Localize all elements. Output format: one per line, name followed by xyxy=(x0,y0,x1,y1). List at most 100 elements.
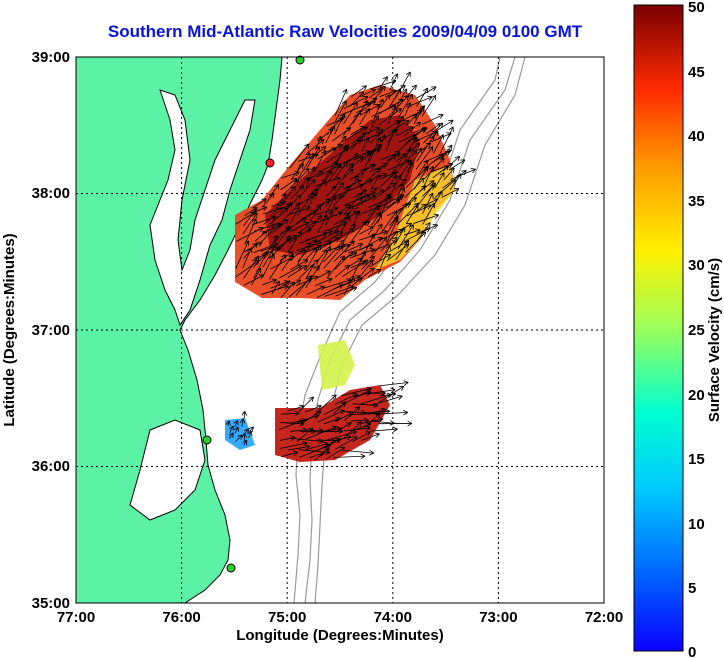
velocity-arrow xyxy=(421,114,444,125)
colorbar-tick-label: 10 xyxy=(688,516,705,533)
velocity-arrowhead xyxy=(402,85,406,91)
velocity-arrow xyxy=(290,206,300,224)
velocity-arrow xyxy=(434,172,445,188)
velocity-arrowhead xyxy=(320,136,323,142)
velocity-arrowhead xyxy=(407,203,412,208)
velocity-arrow xyxy=(234,426,239,434)
velocity-arrow xyxy=(314,278,333,287)
velocity-arrow xyxy=(263,207,283,225)
velocity-arrowhead xyxy=(457,156,461,162)
velocity-arrowhead xyxy=(369,267,375,270)
velocity-arrow xyxy=(228,432,234,439)
velocity-arrowhead xyxy=(460,173,462,179)
velocity-arrowhead xyxy=(316,205,321,209)
velocity-arrowhead xyxy=(369,247,375,250)
velocity-arrowhead xyxy=(411,197,417,199)
velocity-arrow xyxy=(305,166,315,189)
velocity-arrow xyxy=(423,122,444,144)
velocity-arrowhead xyxy=(365,194,371,196)
velocity-arrow xyxy=(324,161,337,178)
velocity-arrowhead xyxy=(363,189,367,195)
velocity-arrow xyxy=(359,226,374,235)
velocity-arrowhead xyxy=(398,198,401,204)
velocity-arrowhead xyxy=(228,432,234,436)
velocity-arrowhead xyxy=(360,192,363,198)
velocity-arrowhead xyxy=(407,420,413,424)
velocity-arrow xyxy=(369,389,396,394)
velocity-arrow xyxy=(378,197,401,217)
velocity-arrowhead xyxy=(374,413,380,416)
velocity-arrow xyxy=(344,275,355,295)
velocity-arrowhead xyxy=(306,207,311,212)
velocity-arrowhead xyxy=(353,287,358,292)
velocity-arrow xyxy=(422,166,434,188)
velocity-arrowhead xyxy=(441,122,444,128)
velocity-arrowhead xyxy=(399,229,403,235)
velocity-arrowhead xyxy=(355,153,359,159)
velocity-arrowhead xyxy=(254,255,259,259)
y-tick-label: 39:00 xyxy=(32,49,70,66)
velocity-arrowhead xyxy=(353,153,359,156)
velocity-arrow xyxy=(262,254,275,277)
velocity-arrowhead xyxy=(334,185,337,191)
velocity-arrowhead xyxy=(388,194,391,201)
velocity-arrow xyxy=(316,164,342,178)
velocity-arrow xyxy=(290,185,305,200)
velocity-arrowhead xyxy=(331,394,337,397)
velocity-arrowhead xyxy=(348,168,354,171)
velocity-arrowhead xyxy=(391,393,397,398)
velocity-arrowhead xyxy=(399,183,404,188)
velocity-arrow xyxy=(334,412,353,422)
velocity-arrowhead xyxy=(430,182,436,186)
velocity-arrowhead xyxy=(342,447,346,452)
velocity-arrowhead xyxy=(377,223,383,227)
velocity-arrowhead xyxy=(296,179,299,185)
velocity-arrowhead xyxy=(295,202,301,205)
velocity-arrowhead xyxy=(260,274,265,280)
velocity-arrow xyxy=(416,135,435,162)
velocity-arrow xyxy=(360,393,393,405)
velocity-arrowhead xyxy=(413,134,417,140)
velocity-arrow xyxy=(280,178,298,191)
velocity-arrow xyxy=(288,446,310,451)
velocity-arrow xyxy=(351,250,366,278)
velocity-arrowhead xyxy=(287,251,293,253)
velocity-arrowhead xyxy=(380,85,386,89)
velocity-arrowhead xyxy=(349,285,355,287)
velocity-arrow xyxy=(404,229,421,236)
velocity-arrowhead xyxy=(404,179,407,184)
velocity-arrowhead xyxy=(269,253,275,258)
velocity-arrow xyxy=(361,233,375,260)
site-marker xyxy=(202,435,212,445)
velocity-arrowhead xyxy=(325,444,331,446)
velocity-arrow xyxy=(368,196,393,209)
velocity-arrow xyxy=(304,405,322,413)
velocity-arrow xyxy=(352,210,361,225)
velocity-arrow xyxy=(298,396,314,413)
velocity-arrowhead xyxy=(329,230,334,236)
velocity-arrow xyxy=(368,408,386,415)
velocity-arrowhead xyxy=(324,198,330,200)
velocity-arrowhead xyxy=(327,229,333,232)
velocity-arrowhead xyxy=(411,84,417,88)
velocity-arrowhead xyxy=(385,194,390,199)
velocity-arrowhead xyxy=(242,418,246,424)
velocity-arrowhead xyxy=(320,215,323,221)
velocity-arrow xyxy=(413,106,424,124)
velocity-arrowhead xyxy=(364,126,368,132)
velocity-arrowhead xyxy=(298,202,301,208)
velocity-arrow xyxy=(377,171,397,190)
velocity-arrowhead xyxy=(449,163,454,168)
velocity-arrowhead xyxy=(430,202,435,207)
velocity-arrow xyxy=(415,159,429,180)
velocity-arrowhead xyxy=(294,410,300,414)
velocity-arrowhead xyxy=(297,279,302,285)
velocity-arrow xyxy=(440,144,453,160)
velocity-arrow xyxy=(416,182,436,208)
velocity-arrow xyxy=(413,214,439,224)
velocity-arrowhead xyxy=(340,284,344,289)
velocity-arrowhead xyxy=(375,174,381,178)
velocity-arrow xyxy=(229,425,234,433)
velocity-arrowhead xyxy=(352,431,357,436)
velocity-arrowhead xyxy=(415,143,421,145)
